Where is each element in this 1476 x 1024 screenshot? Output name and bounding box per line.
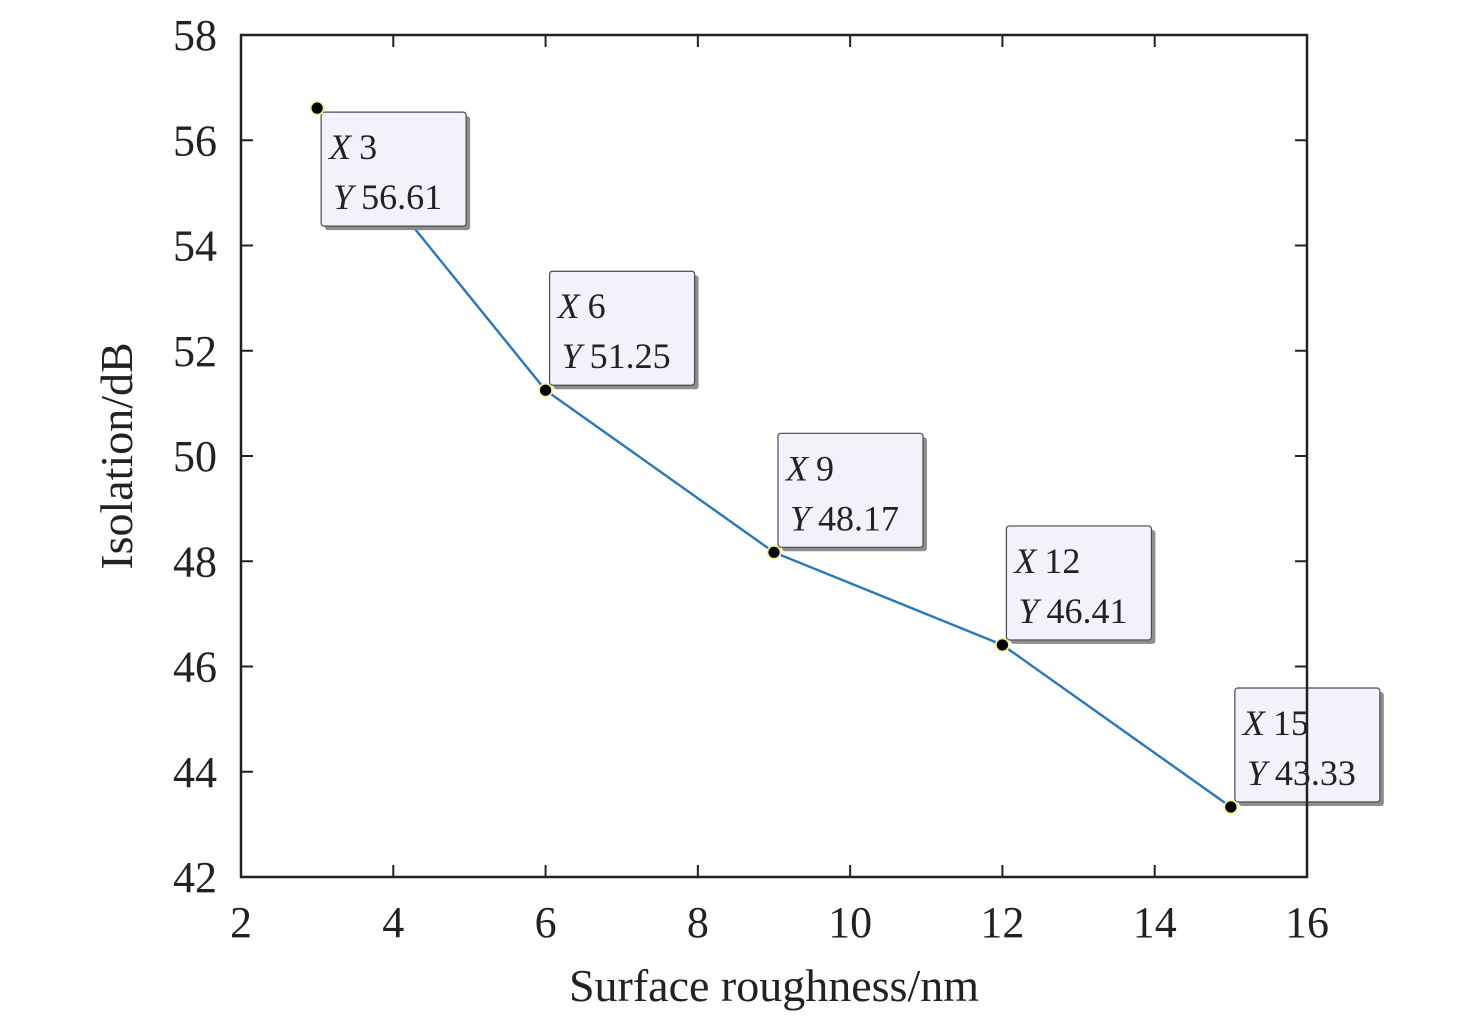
x-tick-label: 4 [382,898,404,947]
datatip-y-label: Y [790,498,814,538]
datatip-y-value: 48.17 [818,498,899,538]
datatip-y-label: Y [1247,753,1271,793]
datatip-y-label: Y [562,336,586,376]
datatip-y-line: Y 46.41 [1018,591,1127,631]
datatip[interactable]: X 15Y 43.33 [1223,687,1384,815]
datatip-x-label: X [327,127,353,167]
y-axis-title: Isolation/dB [91,342,142,569]
x-tick-label: 10 [828,898,872,947]
datatip-x-label: X [784,448,810,488]
datatip-y-value: 43.33 [1275,753,1356,793]
data-point-marker[interactable] [538,382,553,398]
datatip-y-label: Y [333,177,357,217]
datatip-x-label: X [556,286,582,326]
datatip-box [320,111,467,227]
datatip[interactable]: X 12Y 46.41 [995,525,1156,653]
y-tick-label: 58 [173,11,217,60]
y-tick-label: 54 [173,222,217,271]
x-tick-label: 14 [1133,898,1177,947]
y-tick-label: 42 [173,853,217,902]
x-tick-label: 8 [687,898,709,947]
y-tick-label: 56 [173,116,217,165]
datatip-x-label: X [1012,541,1038,581]
y-tick-label: 44 [173,748,217,797]
y-tick-label: 50 [173,432,217,481]
datatip-box [777,432,924,548]
datatip-y-value: 46.41 [1046,591,1127,631]
datatip-y-line: Y 43.33 [1247,753,1356,793]
datatip-box [548,270,696,386]
datatip[interactable]: X 9Y 48.17 [766,432,928,560]
datatip-x-line: X 15 [1241,703,1309,743]
x-tick-label: 2 [230,898,252,947]
datatip-y-line: Y 48.17 [790,498,899,538]
datatip-y-value: 56.61 [361,177,442,217]
datatip[interactable]: X 6Y 51.25 [538,270,699,398]
y-tick-label: 46 [173,643,217,692]
datatip-x-value: 9 [816,448,834,488]
datatip-box [1005,525,1153,641]
plot-frame [239,33,1309,879]
datatip-y-value: 51.25 [590,336,671,376]
x-tick-label: 6 [535,898,557,947]
datatip-x-value: 6 [588,286,606,326]
data-point-marker[interactable] [766,544,782,560]
x-axis-title: Surface roughness/nm [569,960,979,1011]
data-point-marker[interactable] [1223,799,1239,815]
datatip-y-line: Y 51.25 [562,336,671,376]
datatip-x-value: 3 [359,127,377,167]
datatip-y-line: Y 56.61 [333,177,442,217]
x-tick-label: 16 [1285,898,1329,947]
data-point-marker[interactable] [995,637,1010,653]
datatip-x-label: X [1241,703,1267,743]
data-point-marker[interactable] [309,100,325,116]
datatips-layer: X 3Y 56.61X 6Y 51.25X 9Y 48.17X 12Y 46.41X 15Y 43.… [309,100,1384,815]
y-tick-label: 52 [173,327,217,376]
datatip[interactable]: X 3Y 56.61 [309,100,471,231]
datatip-y-label: Y [1018,591,1042,631]
datatip-x-value: 15 [1273,703,1309,743]
x-tick-label: 12 [980,898,1024,947]
datatip-x-line: X 12 [1012,541,1080,581]
datatip-x-value: 12 [1044,541,1080,581]
y-tick-label: 48 [173,537,217,586]
